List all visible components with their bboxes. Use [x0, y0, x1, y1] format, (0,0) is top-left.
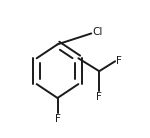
Text: F: F	[96, 92, 102, 102]
Text: Cl: Cl	[92, 27, 103, 37]
Text: F: F	[55, 114, 60, 124]
Text: F: F	[116, 56, 122, 66]
